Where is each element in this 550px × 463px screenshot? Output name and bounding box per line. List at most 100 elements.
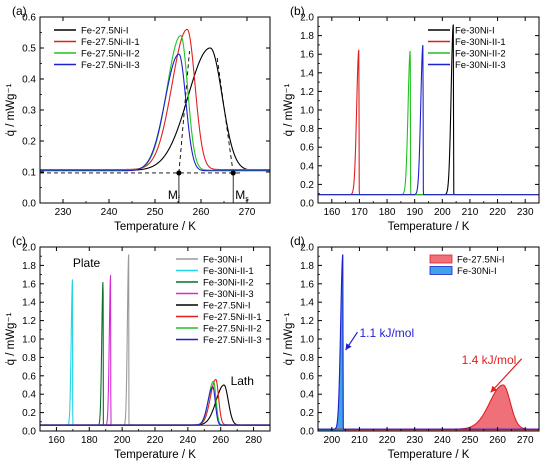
annotation-0: Plate xyxy=(73,256,101,270)
y-tick-label: 1.8 xyxy=(22,261,36,272)
y-axis-label: q̇ / mWg⁻¹ xyxy=(283,83,295,136)
legend-entry: Fe-30Ni-I xyxy=(457,266,497,277)
annotation-1: 1.4 kJ/mol xyxy=(462,353,517,367)
series-line-Fe-30Ni-II-1 xyxy=(318,49,539,196)
x-tick-label: 210 xyxy=(462,207,479,218)
x-tick-label: 240 xyxy=(434,435,451,446)
y-tick-label: 1.8 xyxy=(300,261,314,272)
annotation-1: Lath xyxy=(231,374,254,388)
y-tick-label: 0.6 xyxy=(300,143,314,154)
x-tick-label: 260 xyxy=(489,435,506,446)
x-tick-label: 180 xyxy=(379,207,396,218)
x-tick-label: 220 xyxy=(489,207,506,218)
plot-area xyxy=(318,24,539,196)
x-tick-label: 270 xyxy=(517,435,534,446)
y-tick-label: 0.2 xyxy=(300,180,314,191)
y-tick-label: 1.2 xyxy=(300,87,314,98)
x-tick-label: 170 xyxy=(351,207,368,218)
y-tick-label: 0.0 xyxy=(22,199,36,210)
x-tick-label: 200 xyxy=(323,435,340,446)
x-tick-label: 160 xyxy=(48,435,65,446)
y-tick-label: 1.4 xyxy=(22,298,36,309)
plot-area xyxy=(40,254,270,427)
y-tick-label: 0.4 xyxy=(22,75,36,86)
x-tick-label: 200 xyxy=(114,435,131,446)
y-tick-label: 1.6 xyxy=(300,279,314,290)
plot-area xyxy=(40,28,270,174)
y-tick-label: 2.0 xyxy=(300,243,314,254)
y-tick-label: 0.0 xyxy=(300,427,314,438)
legend-fill-swatch xyxy=(429,266,453,275)
x-tick-label: 260 xyxy=(193,207,210,218)
y-tick-label: 0.6 xyxy=(22,13,36,24)
series-line-Fe-27.5Ni-II-1 xyxy=(40,28,270,171)
y-tick-label: 0.4 xyxy=(300,161,314,172)
x-axis-label: Temperature / K xyxy=(388,449,470,461)
legend-entry: Fe-30Ni-II-3 xyxy=(455,60,506,71)
y-tick-label: 2.0 xyxy=(22,243,36,254)
panel-label: (b) xyxy=(290,4,305,18)
y-tick-label: 0.2 xyxy=(300,408,314,419)
y-tick-label: 0.2 xyxy=(22,137,36,148)
panel-label: (c) xyxy=(12,234,26,248)
x-tick-label: 190 xyxy=(406,207,423,218)
panel-d: 200 210 220 230 240 250 260 270 0.0 0.2 0.4 0.6 0.8 1… xyxy=(283,234,540,461)
y-tick-label: 1.2 xyxy=(300,316,314,327)
x-tick-label: 200 xyxy=(434,207,451,218)
legend-entry: Fe-27.5Ni-II-2 xyxy=(203,324,262,335)
dashed-tangent-0 xyxy=(178,51,190,173)
y-axis-label: q̇ / mWg⁻¹ xyxy=(5,312,17,365)
x-axis-label: Temperature / K xyxy=(114,221,196,233)
legend-entry: Fe-27.5Ni-II-3 xyxy=(81,60,140,71)
series-line-Fe-27.5Ni-I xyxy=(40,384,270,426)
x-tick-label: 280 xyxy=(245,435,262,446)
x-tick-label: 210 xyxy=(351,435,368,446)
y-tick-label: 1.6 xyxy=(300,50,314,61)
y-tick-label: 0.1 xyxy=(22,168,36,179)
legend-entry: Fe-27.5Ni-I xyxy=(81,26,129,37)
legend-entry: Fe-30Ni-II-2 xyxy=(455,49,506,60)
legend-entry: Fe-30Ni-II-1 xyxy=(455,37,506,48)
x-tick-label: 250 xyxy=(462,435,479,446)
y-tick-label: 1.2 xyxy=(22,316,36,327)
series-line-Fe-27.5Ni-II-3 xyxy=(40,53,270,172)
x-tick-label: 240 xyxy=(180,435,197,446)
annotation-arrow-line xyxy=(490,358,523,393)
y-tick-label: 1.0 xyxy=(22,335,36,346)
y-tick-label: 2.0 xyxy=(300,13,314,24)
legend-entry: Fe-30Ni-II-2 xyxy=(203,278,254,289)
series-line-Fe-27.5Ni-II-2 xyxy=(40,35,270,171)
legend-entry: Fe-27.5Ni-I xyxy=(203,301,251,312)
x-tick-label: 240 xyxy=(101,207,118,218)
x-tick-label: 180 xyxy=(81,435,98,446)
panel-label: (a) xyxy=(12,4,27,18)
panel-label: (d) xyxy=(290,234,305,248)
y-tick-label: 0.3 xyxy=(22,106,36,117)
area-fill-0 xyxy=(344,385,539,431)
series-line-Fe-30Ni-II-2 xyxy=(318,50,539,196)
x-tick-label: 250 xyxy=(147,207,164,218)
x-tick-label: 230 xyxy=(55,207,72,218)
annotation-0: 1.1 kJ/mol xyxy=(359,326,414,340)
legend-entry: Fe-27.5Ni-II-3 xyxy=(203,335,262,346)
y-tick-label: 0.6 xyxy=(300,371,314,382)
x-tick-label: 270 xyxy=(239,207,256,218)
series-line-Fe-27.5Ni-II-3 xyxy=(40,386,270,426)
annotation-arrow-head xyxy=(490,385,498,393)
y-tick-label: 0.8 xyxy=(300,353,314,364)
y-tick-label: 1.0 xyxy=(300,106,314,117)
y-tick-label: 1.4 xyxy=(300,68,314,79)
legend-entry: Fe-27.5Ni-II-1 xyxy=(203,312,262,323)
y-tick-label: 0.6 xyxy=(22,371,36,382)
legend-entry: Fe-27.5Ni-II-1 xyxy=(81,37,140,48)
legend-entry: Fe-30Ni-II-3 xyxy=(203,289,254,300)
y-tick-label: 0.8 xyxy=(300,124,314,135)
y-tick-label: 0.4 xyxy=(22,390,36,401)
y-tick-label: 0.5 xyxy=(22,44,36,55)
legend-fill-swatch xyxy=(429,254,453,264)
legend-entry: Fe-30Ni-II-1 xyxy=(203,266,254,277)
x-tick-label: 230 xyxy=(406,435,423,446)
y-tick-label: 0.4 xyxy=(300,390,314,401)
annotation-arrow-head xyxy=(345,343,352,351)
